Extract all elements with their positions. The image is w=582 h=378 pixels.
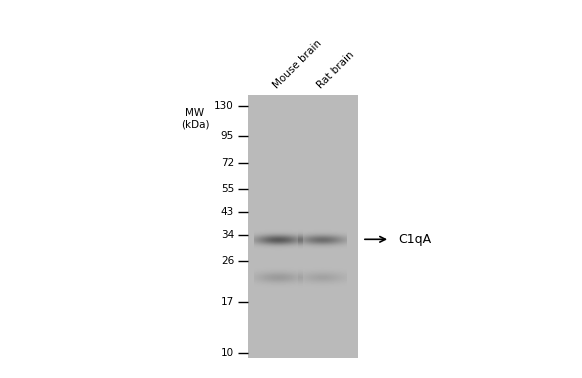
Text: 10: 10 [221, 348, 234, 358]
Text: 43: 43 [221, 207, 234, 217]
Text: 95: 95 [221, 131, 234, 141]
Text: 55: 55 [221, 184, 234, 194]
Text: MW: MW [186, 108, 204, 118]
Bar [248, 95, 358, 358]
Text: 34: 34 [221, 230, 234, 240]
Text: Rat brain: Rat brain [315, 49, 356, 90]
Text: C1qA: C1qA [398, 233, 431, 246]
Text: 130: 130 [214, 101, 234, 110]
Text: (kDa): (kDa) [181, 120, 210, 130]
Text: 26: 26 [221, 256, 234, 266]
Text: 17: 17 [221, 297, 234, 307]
Text: 72: 72 [221, 158, 234, 167]
Text: Mouse brain: Mouse brain [271, 38, 323, 90]
